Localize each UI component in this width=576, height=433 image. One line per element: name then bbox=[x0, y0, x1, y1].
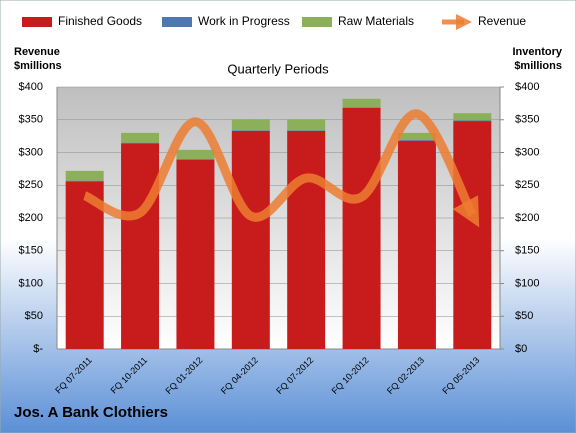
legend-swatch bbox=[162, 17, 192, 27]
bar bbox=[287, 130, 326, 131]
bar bbox=[397, 140, 436, 141]
y-tick-label: $200 bbox=[19, 212, 43, 224]
y-tick-label: $100 bbox=[19, 277, 43, 289]
chart-subtitle: Quarterly Periods bbox=[227, 61, 329, 76]
y-tick-label: $50 bbox=[25, 310, 43, 322]
bar bbox=[176, 159, 215, 349]
bar bbox=[453, 121, 492, 349]
bar bbox=[342, 107, 381, 350]
bar bbox=[397, 132, 436, 141]
bar bbox=[121, 143, 160, 349]
legend-label: Revenue bbox=[478, 14, 526, 28]
y-tick-label: $250 bbox=[19, 179, 43, 191]
chart-title: Jos. A Bank Clothiers bbox=[14, 404, 168, 421]
y2-tick-label: $400 bbox=[515, 81, 539, 93]
bar bbox=[287, 119, 326, 131]
y2-tick-label: $0 bbox=[515, 343, 527, 355]
bar bbox=[121, 132, 160, 143]
legend: Finished Goods Work in Progress Raw Materi… bbox=[22, 13, 526, 31]
y2-tick-label: $200 bbox=[515, 212, 539, 224]
bar bbox=[342, 107, 381, 108]
axis-title: Inventory $millions bbox=[512, 46, 562, 72]
bar bbox=[65, 180, 104, 182]
legend-label: Raw Materials bbox=[338, 14, 414, 28]
bar bbox=[453, 113, 492, 121]
legend-label: Finished Goods bbox=[58, 14, 142, 28]
bar bbox=[287, 130, 326, 349]
y2-tick-label: $250 bbox=[515, 179, 539, 191]
bar bbox=[231, 130, 270, 131]
y-tick-label: $150 bbox=[19, 245, 43, 257]
bar bbox=[65, 170, 104, 181]
bar bbox=[453, 120, 492, 122]
y2-tick-label: $50 bbox=[515, 310, 533, 322]
legend-swatch bbox=[22, 17, 52, 27]
bar bbox=[231, 119, 270, 131]
y-tick-label: $350 bbox=[19, 114, 43, 126]
bar bbox=[231, 130, 270, 349]
legend-swatch bbox=[302, 17, 332, 27]
y-tick-label: $- bbox=[33, 343, 43, 355]
bar bbox=[65, 181, 104, 349]
legend-label: Work in Progress bbox=[198, 14, 290, 28]
bar bbox=[121, 142, 160, 144]
y2-tick-label: $300 bbox=[515, 146, 539, 158]
bar bbox=[176, 159, 215, 160]
bar bbox=[397, 140, 436, 349]
y2-tick-label: $100 bbox=[515, 277, 539, 289]
y2-tick-label: $150 bbox=[515, 245, 539, 257]
y2-tick-label: $350 bbox=[515, 114, 539, 126]
line bbox=[82, 109, 480, 228]
y-tick-label: $400 bbox=[19, 81, 43, 93]
y-tick-label: $300 bbox=[19, 146, 43, 158]
bar bbox=[176, 149, 215, 160]
bar bbox=[342, 98, 381, 108]
axis-title: Revenue $millions bbox=[14, 46, 62, 72]
